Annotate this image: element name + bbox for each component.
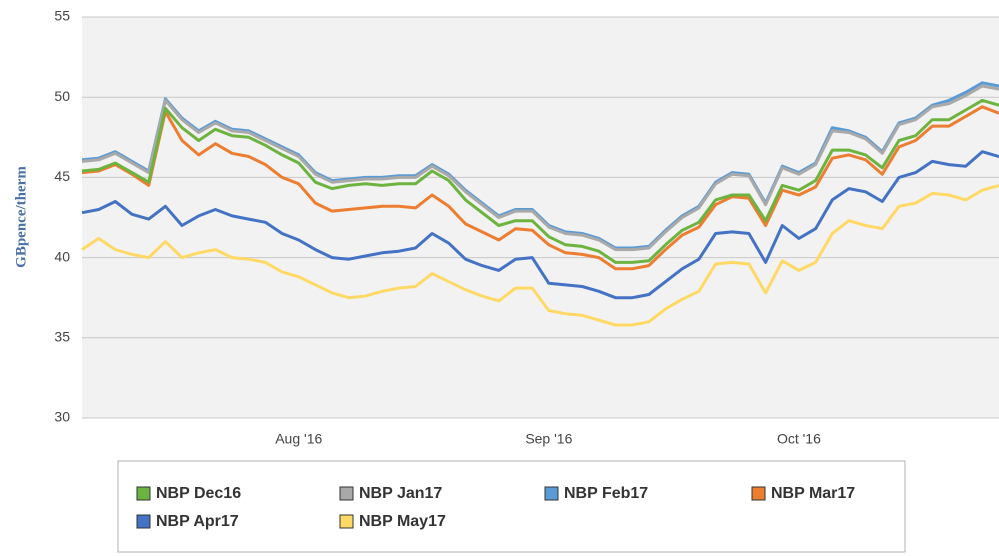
y-tick-label: 35 [54, 329, 70, 345]
y-tick-label: 50 [54, 88, 70, 104]
y-tick-label: 55 [54, 8, 70, 24]
y-tick-label: 40 [54, 248, 70, 264]
legend-swatch [136, 486, 151, 501]
x-tick-label: Oct '16 [777, 431, 821, 447]
legend [117, 460, 906, 553]
legend-swatch [136, 514, 151, 529]
y-tick-label: 45 [54, 168, 70, 184]
legend-label: NBP Jan17 [359, 485, 442, 502]
x-tick-label: Aug '16 [275, 431, 322, 447]
series-line [81, 98, 999, 264]
legend-label: NBP Feb17 [564, 485, 648, 502]
series-line [81, 105, 999, 271]
legend-swatch [339, 486, 354, 501]
legend-label: NBP Dec16 [156, 485, 241, 502]
legend-label: NBP Apr17 [156, 513, 239, 530]
series-line [81, 150, 999, 300]
y-tick-label: 30 [54, 409, 70, 425]
legend-swatch [339, 514, 354, 529]
x-tick-label: Sep '16 [525, 431, 572, 447]
legend-swatch [751, 486, 766, 501]
legend-swatch [544, 486, 559, 501]
series-line [81, 84, 999, 252]
y-axis-label: GBpence/therm [13, 166, 29, 268]
legend-label: NBP Mar17 [771, 485, 855, 502]
series-line [81, 183, 999, 327]
legend-label: NBP May17 [359, 513, 446, 530]
